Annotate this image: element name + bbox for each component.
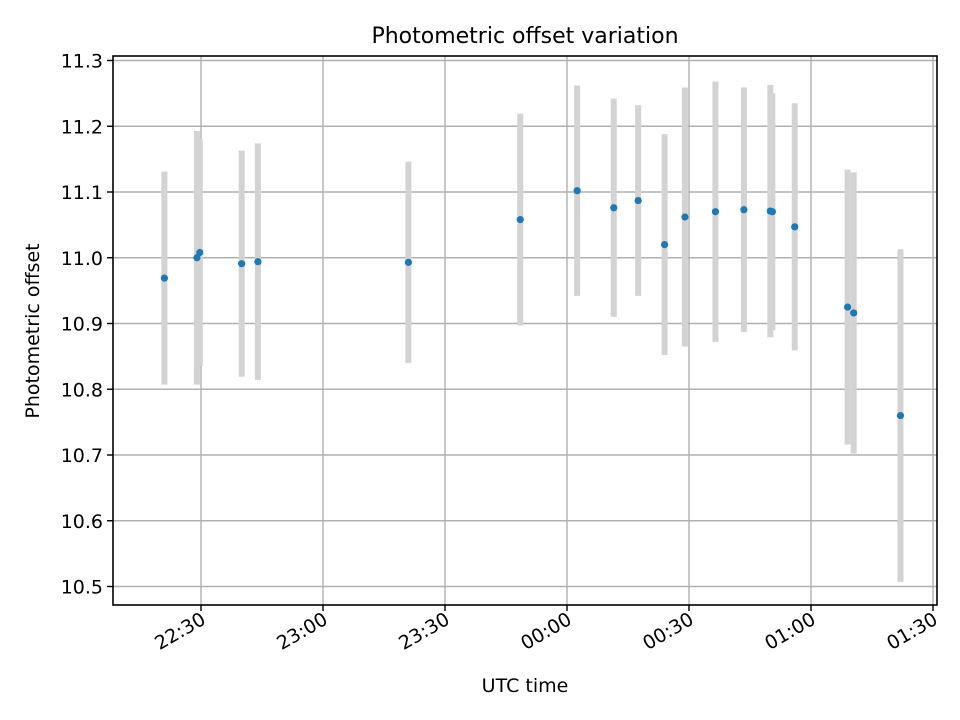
data-point xyxy=(681,213,689,221)
plot-frame xyxy=(112,55,938,606)
data-point xyxy=(740,206,748,214)
y-tick-label: 11.3 xyxy=(61,51,103,73)
y-tick-label: 11.0 xyxy=(61,248,103,270)
data-point xyxy=(238,260,246,268)
data-point xyxy=(634,196,642,205)
x-tick-label: 00:30 xyxy=(639,608,697,654)
y-tick-label: 10.8 xyxy=(61,379,103,401)
y-tick-label: 11.1 xyxy=(61,182,103,204)
y-tick-label: 10.5 xyxy=(61,577,103,599)
x-tick-label: 01:30 xyxy=(883,608,941,654)
x-tick-label: 23:00 xyxy=(273,608,331,654)
x-tick-label: 01:00 xyxy=(761,608,819,654)
y-axis-label: Photometric offset xyxy=(22,243,44,418)
data-point xyxy=(516,216,524,224)
grid-layer xyxy=(113,56,937,605)
data-points xyxy=(160,187,905,420)
data-point xyxy=(196,248,204,257)
x-tick-label: 23:30 xyxy=(395,608,453,654)
x-tick-label: 22:30 xyxy=(151,608,209,654)
data-point xyxy=(661,241,669,249)
data-point xyxy=(711,208,720,216)
x-axis-label: UTC time xyxy=(482,675,569,697)
data-point xyxy=(850,309,858,317)
data-point xyxy=(254,258,262,266)
error-bars xyxy=(161,81,904,582)
data-point xyxy=(768,208,776,216)
data-point xyxy=(791,223,799,231)
y-tick-label: 10.7 xyxy=(61,445,103,467)
x-tick-label: 00:00 xyxy=(517,608,575,654)
data-point xyxy=(610,204,618,212)
data-point xyxy=(193,254,201,262)
axis-ticks: 10.5 10.6 10.7 10.8 10.9 11.0 11.1 11.2 11.3 22:3… xyxy=(61,51,942,655)
data-point xyxy=(160,274,168,282)
data-point xyxy=(404,258,412,266)
data-point xyxy=(573,187,581,195)
chart-title: Photometric offset variation xyxy=(371,24,678,49)
data-point xyxy=(844,303,852,311)
data-point xyxy=(896,411,905,420)
y-tick-label: 10.6 xyxy=(61,511,103,533)
y-tick-label: 10.9 xyxy=(61,314,103,336)
y-tick-label: 11.2 xyxy=(61,116,103,138)
